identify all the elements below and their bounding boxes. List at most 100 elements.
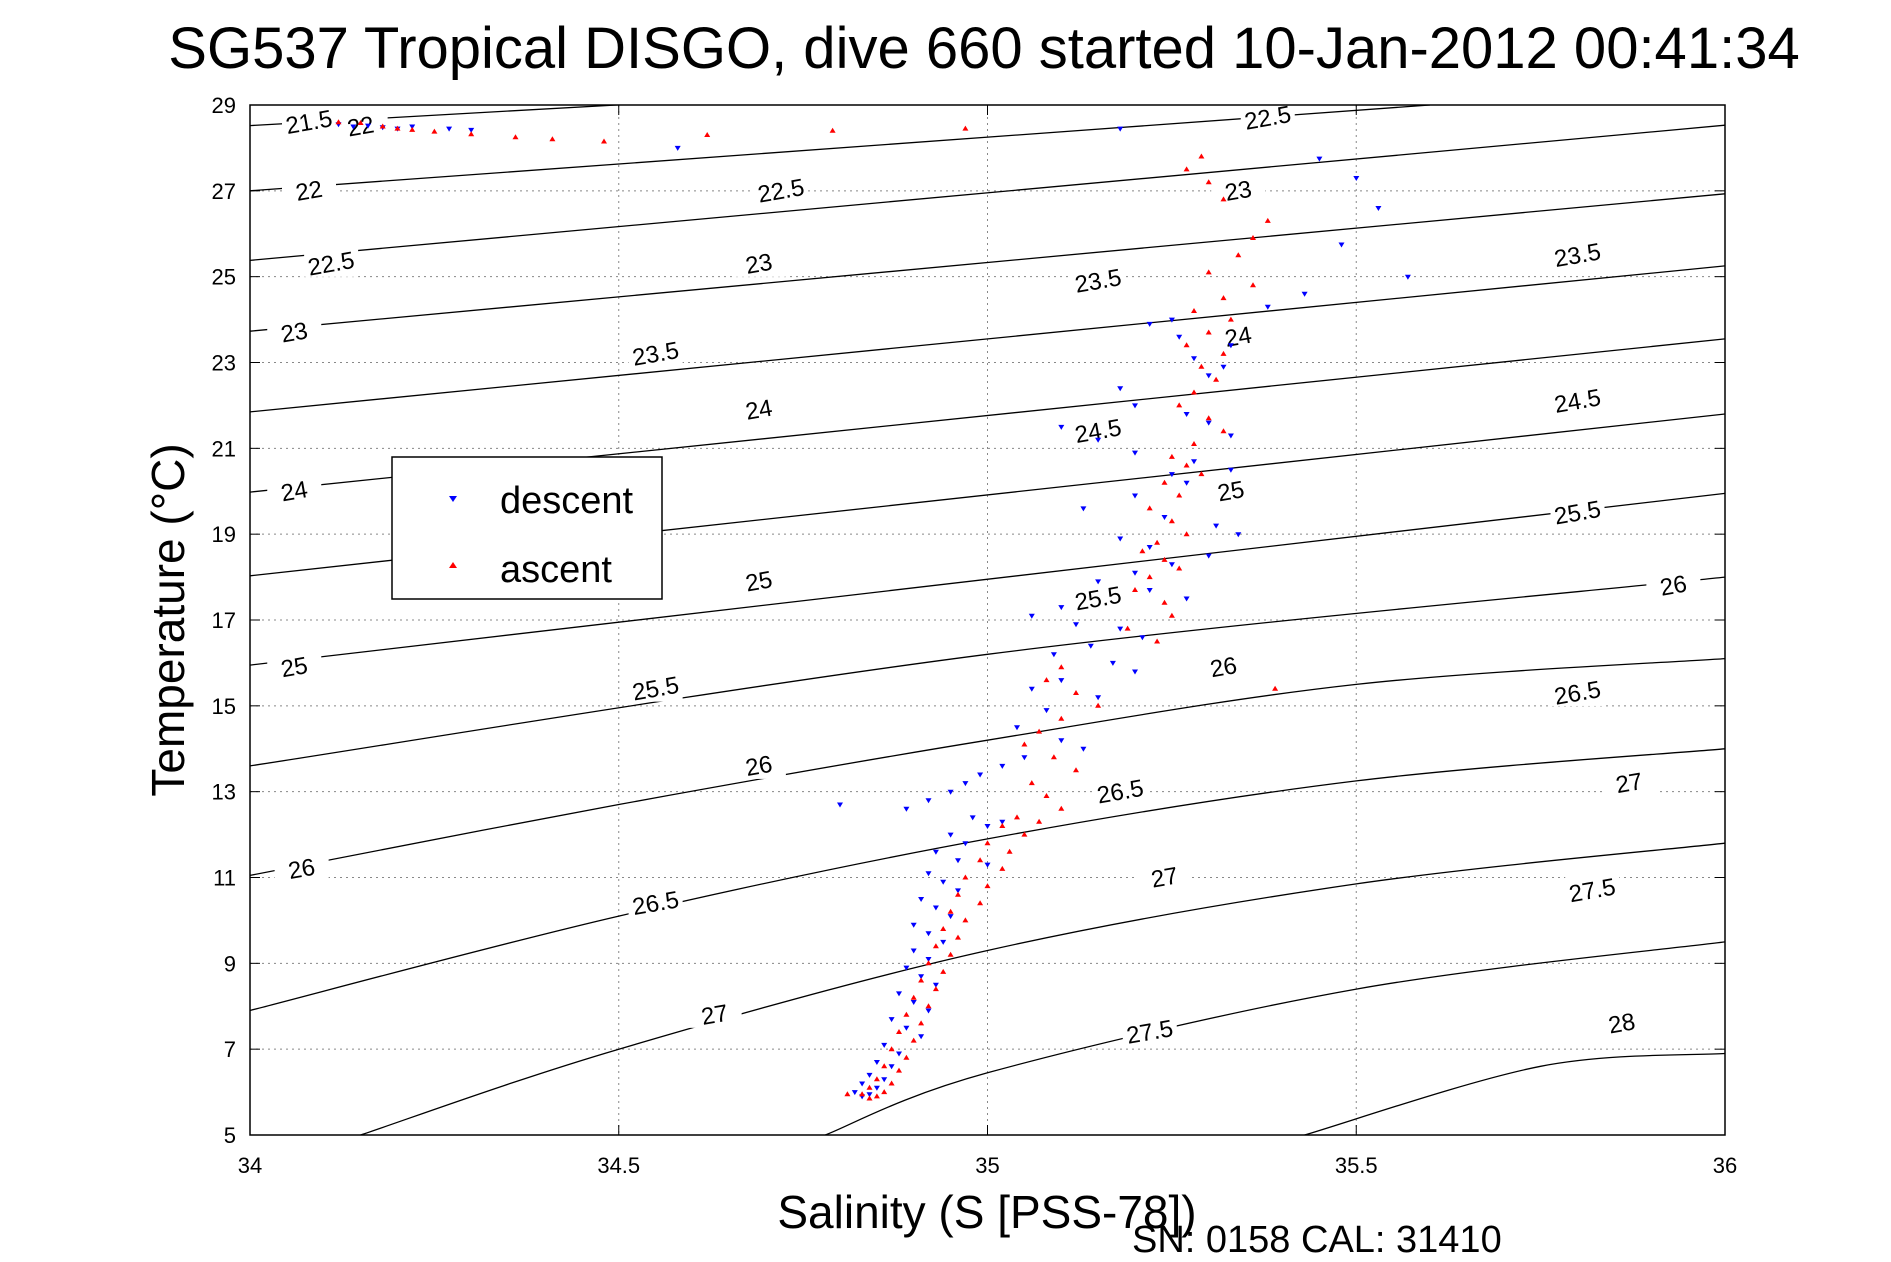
contour-label: 25 [279, 652, 310, 683]
contour-label-background [628, 338, 683, 367]
contour-label-background [754, 175, 808, 204]
descent-point [350, 124, 357, 130]
contour-label-background [304, 248, 359, 277]
ascent-point [896, 1067, 902, 1073]
ascent-point [925, 1003, 932, 1009]
ascent-point [1168, 612, 1175, 618]
ascent-point [394, 125, 401, 131]
ascent-point [1272, 685, 1279, 691]
y-tick-label: 27 [212, 179, 236, 204]
ascent-point [1043, 677, 1050, 683]
y-tick-label: 7 [224, 1037, 236, 1062]
descent-point [1205, 420, 1212, 426]
ascent-point [1146, 505, 1153, 511]
y-tick-label: 23 [212, 351, 236, 376]
descent-point [1095, 437, 1102, 443]
ascent-point [940, 926, 947, 931]
descent-point [896, 1051, 902, 1057]
descent-point [1213, 523, 1220, 529]
contour-line-23-5 [250, 265, 1725, 413]
contour-line-28 [1304, 1052, 1725, 1135]
ascent-point [1139, 548, 1146, 554]
contour-label-background [267, 476, 322, 505]
contour-label-background [1646, 570, 1701, 599]
ascent-point [955, 934, 961, 940]
ascent-point [335, 119, 342, 125]
y-tick-label: 15 [212, 694, 236, 719]
descent-point [1168, 317, 1175, 323]
contour-label-background [1211, 321, 1266, 350]
descent-point [1168, 472, 1175, 478]
descent-point [1132, 493, 1138, 499]
descent-point [903, 806, 910, 812]
legend-box [391, 456, 663, 600]
ascent-point [1154, 539, 1161, 545]
y-tick-label: 17 [212, 608, 236, 633]
descent-point [984, 862, 991, 868]
descent-point [1205, 553, 1212, 559]
contour-label: 27 [1149, 862, 1180, 893]
descent-point [1132, 669, 1138, 675]
descent-point [903, 965, 910, 971]
legend: descent ascent [391, 456, 663, 600]
contour-line-22 [250, 105, 1431, 192]
contour-label: 28 [1606, 1008, 1637, 1039]
ascent-point [1220, 428, 1227, 434]
contour-line-26-5 [250, 748, 1725, 1012]
descent-point [1117, 626, 1124, 632]
ascent-point [1050, 754, 1057, 760]
contour-label: 23 [743, 249, 774, 280]
descent-point [999, 763, 1006, 769]
descent-point [962, 841, 969, 847]
descent-point [955, 858, 961, 864]
ascent-point [1191, 308, 1197, 313]
ascent-point [859, 1091, 866, 1097]
ascent-point [903, 1054, 910, 1060]
ascent-point [1168, 518, 1175, 524]
y-tick-label: 13 [212, 780, 236, 805]
descent-point [910, 922, 917, 928]
descent-point [1139, 635, 1146, 641]
descent-point [859, 1081, 866, 1087]
descent-point [1176, 334, 1183, 340]
ascent-point [844, 1091, 851, 1097]
contour-label-background [1196, 652, 1251, 681]
ascent-point [1250, 235, 1256, 240]
descent-point [1080, 746, 1087, 752]
x-tick-label: 35.5 [1335, 1153, 1378, 1178]
legend-descent-label: descent [500, 480, 634, 522]
descent-point [903, 1025, 910, 1031]
ascent-point [1058, 715, 1065, 721]
descent-point [873, 1085, 880, 1091]
x-tick-label: 35 [975, 1153, 999, 1178]
descent-point [1146, 588, 1153, 593]
contour-line-27 [360, 842, 1725, 1135]
descent-point [984, 824, 991, 829]
ascent-point [977, 900, 984, 906]
descent-point [962, 781, 969, 787]
y-tick-label: 29 [212, 93, 236, 118]
ascent-point [1021, 831, 1028, 837]
ascent-point [866, 1084, 873, 1090]
descent-point [1161, 515, 1168, 520]
ascent-point [1161, 479, 1168, 485]
contour-label-background [1071, 265, 1126, 294]
descent-point [1014, 725, 1020, 731]
legend-ascent-marker [449, 562, 457, 568]
ascent-point [925, 960, 932, 966]
x-tick-label: 34 [238, 1153, 262, 1178]
descent-point [1146, 321, 1153, 327]
contour-line-22-5 [250, 124, 1725, 262]
ascent-point [549, 136, 556, 142]
descent-point [851, 1090, 858, 1096]
contour-label: 27 [699, 1000, 730, 1031]
ascent-point [1205, 415, 1212, 421]
descent-point [1021, 755, 1028, 761]
ascent-point [1220, 295, 1227, 301]
descent-point [1353, 176, 1360, 181]
descent-point [1117, 536, 1124, 542]
contour-label-background [267, 652, 322, 681]
ascent-point [431, 128, 438, 134]
ascent-point [1058, 664, 1065, 670]
